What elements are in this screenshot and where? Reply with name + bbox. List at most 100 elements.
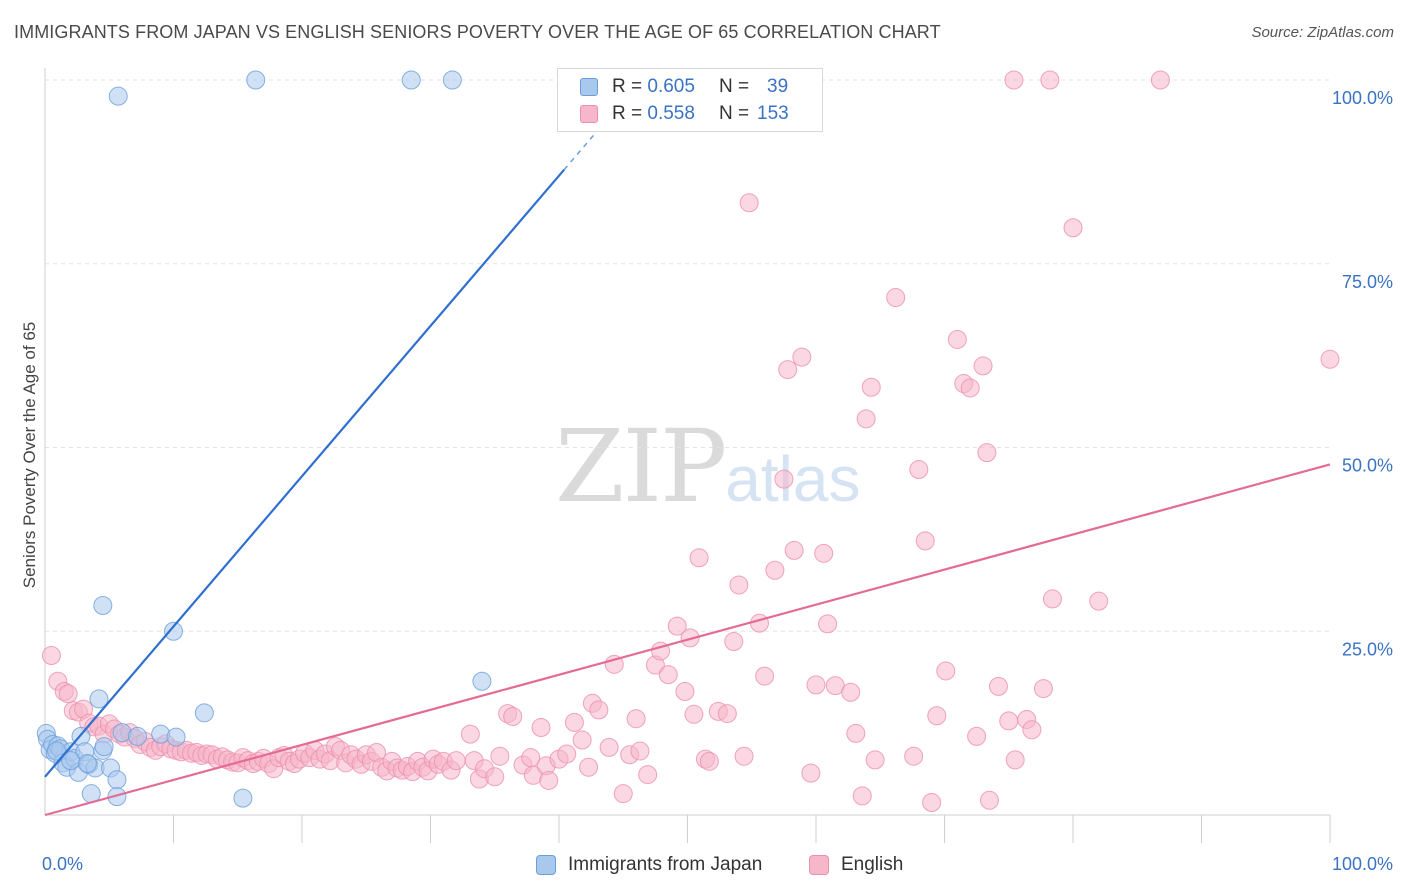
data-point-english — [865, 750, 885, 770]
data-point-english — [846, 723, 866, 743]
data-point-english — [572, 730, 592, 750]
data-point-english — [861, 377, 881, 397]
data-point-english — [460, 724, 480, 744]
y-tick-label: 100.0% — [1332, 88, 1393, 108]
data-point-english — [904, 746, 924, 766]
legend-r-value-english: 0.558 — [647, 103, 695, 124]
data-point-japan — [233, 788, 253, 808]
stats-legend: R = 0.605 N = 39 R = 0.558 N = 153 — [557, 68, 823, 132]
data-point-english — [675, 682, 695, 702]
data-point-english — [539, 770, 559, 790]
bottom-legend-swatch-japan — [536, 855, 556, 875]
data-point-english — [967, 726, 987, 746]
legend-n-value-japan: 39 — [767, 76, 789, 97]
data-point-japan — [108, 86, 128, 106]
legend-n-label: N = — [718, 76, 750, 97]
data-point-japan — [164, 621, 183, 641]
data-point-english — [936, 661, 956, 681]
data-point-english — [755, 666, 775, 686]
data-point-japan — [151, 724, 171, 744]
legend-row-japan: R = 0.605 N = 39 — [580, 75, 788, 99]
x-tick-label: 0.0% — [42, 854, 83, 874]
legend-row-english: R = 0.558 N = 153 — [580, 102, 789, 126]
data-point-english — [717, 704, 737, 724]
data-point-english — [852, 786, 872, 806]
data-point-english — [977, 443, 997, 463]
trend-line-extension-japan — [563, 130, 599, 171]
data-point-english — [1040, 70, 1060, 90]
data-point-english — [988, 676, 1008, 696]
legend-r-value-japan: 0.605 — [647, 76, 695, 97]
data-point-english — [630, 741, 650, 761]
data-point-english — [922, 793, 942, 813]
y-tick-label: 25.0% — [1342, 639, 1393, 659]
legend-n-label: N = — [718, 103, 750, 124]
data-point-english — [734, 746, 754, 766]
data-point-english — [1004, 70, 1024, 90]
data-point-english — [778, 360, 798, 380]
data-point-japan — [94, 737, 114, 757]
data-point-english — [490, 746, 510, 766]
data-point-english — [927, 706, 947, 726]
data-point-english — [485, 767, 505, 787]
data-point-english — [841, 682, 861, 702]
data-point-english — [1320, 349, 1340, 369]
data-point-english — [960, 378, 980, 398]
data-point-english — [801, 763, 821, 783]
data-point-english — [446, 751, 466, 771]
legend-r-label: R = — [612, 103, 643, 124]
data-point-english — [765, 560, 785, 580]
chart-title: IMMIGRANTS FROM JAPAN VS ENGLISH SENIORS… — [14, 22, 941, 42]
data-point-english — [915, 531, 935, 551]
data-point-japan — [166, 727, 186, 747]
data-point-english — [58, 684, 78, 704]
data-point-english — [599, 737, 619, 757]
legend-swatch-japan — [580, 78, 598, 96]
data-point-english — [638, 765, 658, 785]
data-point-english — [979, 790, 999, 810]
x-tick-label: 100.0% — [1332, 854, 1393, 874]
data-point-english — [999, 711, 1019, 731]
data-point-japan — [128, 726, 148, 746]
data-point-japan — [107, 787, 127, 807]
watermark: ZIPatlas — [555, 408, 860, 525]
data-point-english — [814, 543, 834, 563]
data-point-english — [856, 409, 876, 429]
y-tick-label: 50.0% — [1342, 456, 1393, 476]
data-point-english — [792, 347, 812, 367]
data-point-english — [729, 575, 749, 595]
data-point-english — [531, 718, 551, 738]
watermark-zip: ZIP — [555, 408, 727, 525]
data-point-english — [818, 614, 838, 634]
data-point-english — [739, 193, 759, 213]
y-axis-label: Seniors Poverty Over the Age of 65 — [20, 321, 39, 589]
data-point-english — [589, 700, 609, 720]
data-point-english — [579, 757, 599, 777]
data-point-english — [699, 751, 719, 771]
data-point-japan — [442, 70, 462, 90]
data-point-english — [886, 288, 906, 308]
data-point-japan — [472, 671, 492, 691]
data-point-english — [689, 548, 709, 568]
legend-n-value-english: 153 — [757, 103, 789, 124]
legend-swatch-english — [580, 105, 598, 123]
data-point-english — [774, 469, 794, 489]
data-point-english — [784, 540, 804, 560]
data-point-english — [909, 460, 929, 480]
trend-line-english — [44, 463, 1331, 817]
data-point-english — [973, 356, 993, 376]
data-point-japan — [93, 596, 113, 616]
bottom-legend-label-english: English — [841, 854, 904, 875]
legend-r-label: R = — [612, 76, 643, 97]
data-point-english — [41, 646, 61, 666]
bottom-legend-label-japan: Immigrants from Japan — [568, 854, 763, 875]
source-label: Source: ZipAtlas.com — [1251, 24, 1394, 41]
data-point-japan — [107, 770, 127, 790]
data-point-english — [1033, 679, 1053, 699]
data-point-english — [564, 712, 584, 732]
data-point-japan — [89, 689, 109, 709]
data-point-english — [658, 665, 678, 685]
bottom-legend-english: English — [809, 852, 903, 878]
data-point-english — [806, 675, 826, 695]
